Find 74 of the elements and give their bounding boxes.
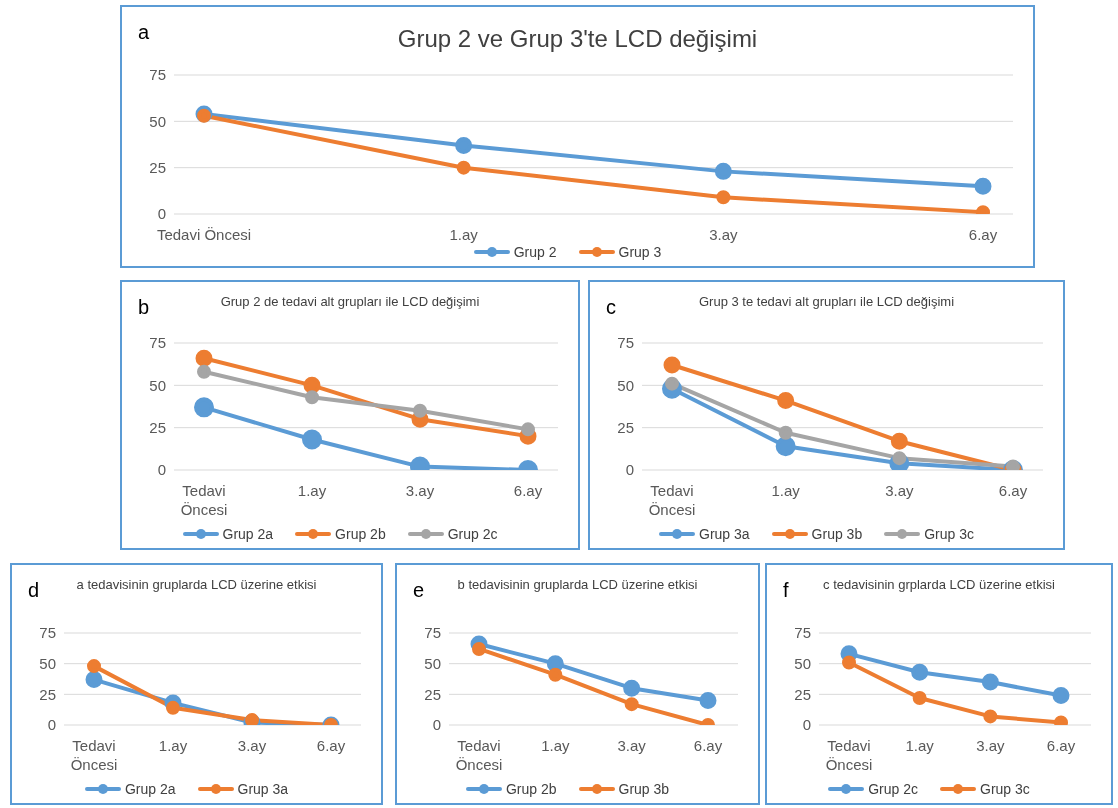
- y-tick-label: 25: [39, 685, 56, 703]
- text: c: [606, 296, 616, 318]
- y-tick-label: 0: [157, 205, 166, 223]
- x-tick-label: 6.ay: [316, 736, 346, 754]
- x-tick-label: Tedavi Öncesi: [180, 481, 228, 518]
- x-tick-label: 3.ay: [976, 736, 1006, 754]
- x-tick-label: Tedavi Öncesi: [156, 225, 252, 243]
- y-tick-label: 0: [802, 716, 811, 734]
- y-tick-label: 50: [794, 654, 811, 672]
- x-tick-label: 1.ay: [771, 481, 801, 499]
- y-tick-label: 50: [149, 112, 166, 130]
- text: b: [138, 296, 150, 318]
- x-tick-label: Tedavi Öncesi: [825, 736, 873, 773]
- x-tick-label: 1.ay: [449, 225, 479, 243]
- legend-label: Grup 2b: [335, 526, 386, 542]
- x-tick-label: Tedavi Öncesi: [648, 481, 696, 518]
- y-tick-label: 25: [424, 685, 441, 703]
- y-tick-label: 0: [157, 461, 166, 479]
- x-tick-label: 3.ay: [617, 736, 647, 754]
- legend-label: Grup 3c: [980, 781, 1030, 797]
- chart-title: b tedavisinin gruplarda LCD üzerine etkisi: [457, 577, 698, 592]
- y-tick-label: 25: [149, 418, 166, 436]
- chart-title: Grup 2 ve Grup 3'te LCD değişimi: [397, 25, 758, 53]
- x-tick-label: 6.ay: [693, 736, 723, 754]
- x-tick-label: 3.ay: [237, 736, 267, 754]
- y-tick-label: 75: [424, 624, 441, 642]
- x-tick-label: 6.ay: [1046, 736, 1076, 754]
- chart-title: a tedavisinin gruplarda LCD üzerine etkisi: [76, 577, 317, 592]
- x-tick-label: Tedavi Öncesi: [455, 736, 503, 773]
- y-tick-label: 75: [149, 334, 166, 352]
- y-tick-label: 25: [794, 685, 811, 703]
- legend-label: Grup 3b: [811, 526, 863, 542]
- chart-title: c tedavisinin grplarda LCD üzerine etkisi: [823, 577, 1055, 592]
- legend-label: Grup 3a: [699, 526, 750, 542]
- x-tick-label: 1.ay: [905, 736, 935, 754]
- x-tick-label: 1.ay: [541, 736, 571, 754]
- y-tick-label: 50: [39, 654, 56, 672]
- legend-label: Grup 2: [513, 244, 557, 260]
- y-tick-label: 50: [424, 654, 441, 672]
- x-tick-label: 1.ay: [297, 481, 327, 499]
- y-tick-label: 75: [149, 66, 166, 84]
- x-tick-label: 6.ay: [513, 481, 543, 499]
- legend-label: Grup 3: [618, 244, 662, 260]
- legend-label: Grup 2a: [222, 526, 274, 542]
- x-tick-label: 6.ay: [968, 225, 998, 243]
- legend-label: Grup 2a: [124, 781, 176, 797]
- y-tick-label: 25: [617, 418, 634, 436]
- text: f: [783, 579, 789, 601]
- legend-label: Grup 3b: [618, 781, 670, 797]
- x-tick-label: 3.ay: [709, 225, 739, 243]
- y-tick-label: 50: [149, 376, 166, 394]
- x-tick-label: 1.ay: [158, 736, 188, 754]
- legend-label: Grup 2c: [868, 781, 918, 797]
- x-tick-label: 3.ay: [405, 481, 435, 499]
- x-tick-label: 3.ay: [885, 481, 915, 499]
- chart-title: Grup 2 de tedavi alt grupları ile LCD değişimi: [220, 294, 480, 309]
- x-tick-label: 6.ay: [998, 481, 1028, 499]
- legend-label: Grup 3a: [237, 781, 289, 797]
- y-tick-label: 50: [617, 376, 634, 394]
- text: d: [28, 579, 40, 601]
- x-tick-label: Tedavi Öncesi: [70, 736, 118, 773]
- y-tick-label: 75: [794, 624, 811, 642]
- text: a: [138, 21, 150, 43]
- y-tick-label: 75: [617, 334, 634, 352]
- y-tick-label: 0: [432, 716, 441, 734]
- y-tick-label: 75: [39, 624, 56, 642]
- legend-label: Grup 2c: [447, 526, 498, 542]
- y-tick-label: 25: [149, 158, 166, 176]
- legend-label: Grup 2b: [505, 781, 557, 797]
- text: e: [413, 579, 425, 601]
- chart-title: Grup 3 te tedavi alt grupları ile LCD değişimi: [698, 294, 955, 309]
- y-tick-label: 0: [625, 461, 634, 479]
- y-tick-label: 0: [47, 716, 56, 734]
- legend-label: Grup 3c: [924, 526, 974, 542]
